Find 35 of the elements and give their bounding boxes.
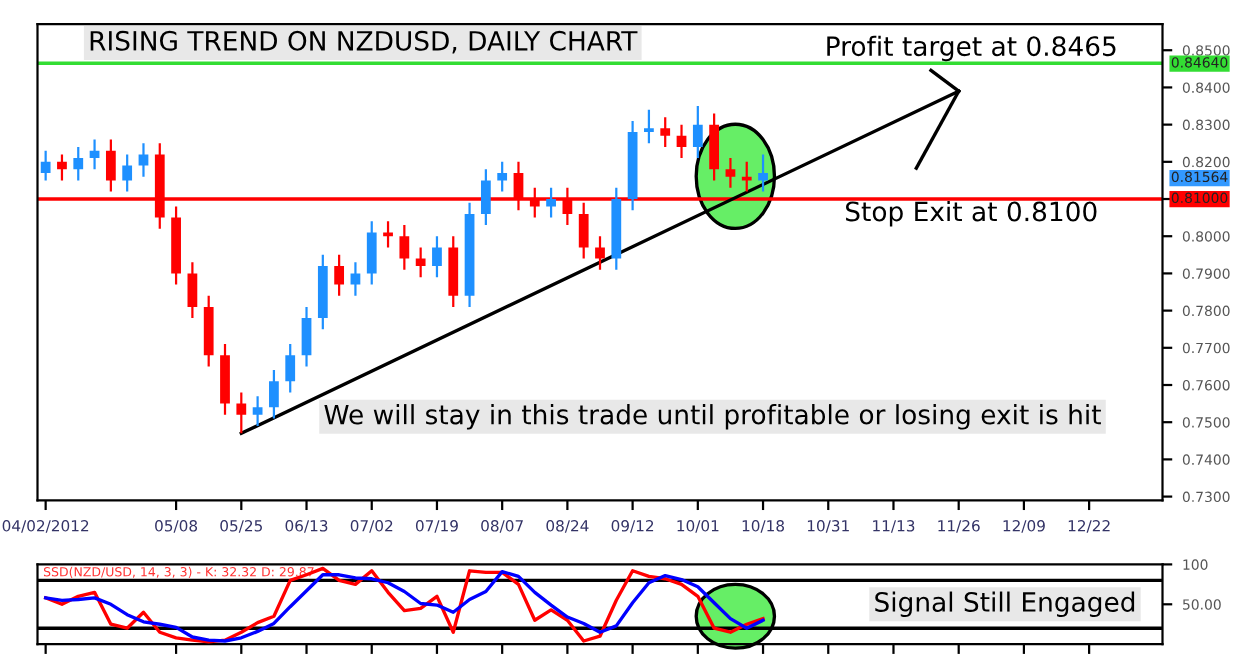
candlestick: [644, 108, 654, 145]
candlestick: [40, 149, 51, 182]
candlestick: [676, 123, 687, 160]
candlestick: [334, 253, 345, 297]
candlestick: [660, 116, 671, 149]
candlestick: [758, 153, 768, 193]
candlestick: [301, 305, 312, 368]
candlestick: [285, 342, 296, 394]
ref-line-label: Profit target at 0.8465: [827, 35, 1116, 62]
candlestick: [252, 395, 263, 428]
ref-line-label: Stop Exit at 0.8100: [846, 201, 1097, 227]
candlestick: [57, 153, 67, 182]
candlestick: [122, 153, 133, 193]
candlestick: [399, 223, 410, 271]
candlestick: [692, 104, 703, 160]
candlestick: [546, 186, 556, 219]
candlestick: [187, 261, 198, 320]
chart-title: RISING TREND ON NZDUSD, DAILY CHART: [90, 30, 638, 54]
candlestick: [709, 112, 720, 182]
candlestick: [105, 138, 116, 193]
candlestick: [415, 246, 426, 279]
candlestick: [480, 168, 491, 227]
candlestick: [432, 235, 442, 279]
candlestick: [725, 156, 736, 189]
candlestick: [366, 220, 377, 286]
candlestick: [269, 369, 279, 420]
candlestick: [73, 145, 84, 182]
candlestick: [138, 142, 149, 178]
candlestick: [236, 391, 247, 435]
candlestick: [595, 235, 605, 271]
candlestick: [350, 261, 361, 297]
candlestick: [497, 160, 508, 193]
annotation: Signal Still Engaged: [875, 591, 1135, 618]
candlestick: [383, 220, 393, 249]
annotation: We will stay in this trade until profitable or losing exit is hit: [324, 404, 1101, 430]
